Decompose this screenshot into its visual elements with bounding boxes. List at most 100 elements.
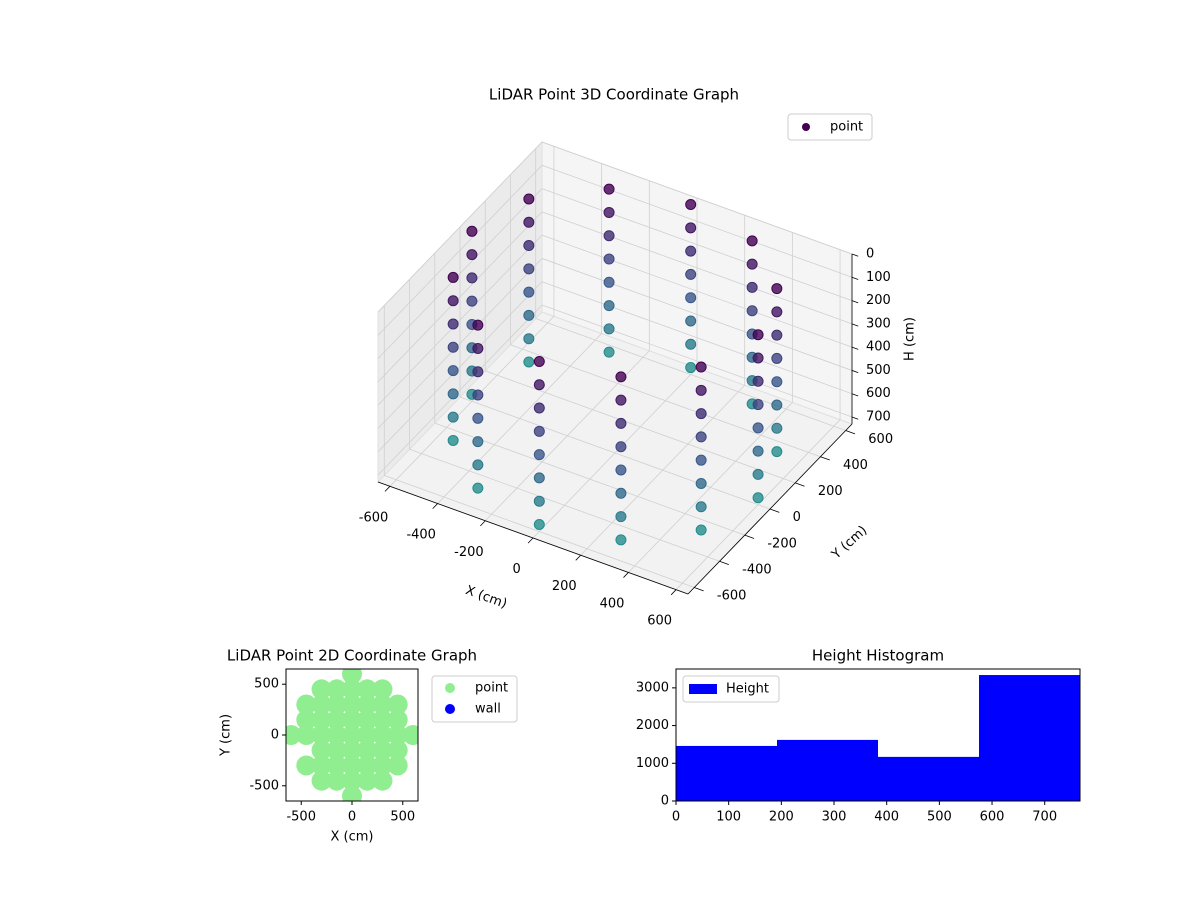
- x-tick-label: 400: [874, 810, 899, 825]
- data-point: [342, 709, 362, 730]
- data-point: [342, 679, 362, 700]
- x-tick-label: -200: [454, 545, 484, 560]
- data-point: [447, 388, 459, 400]
- grid-line: [541, 304, 853, 418]
- tick-mark: [845, 430, 856, 435]
- data-point: [533, 355, 545, 367]
- data-point: [296, 725, 317, 745]
- z-tick-label: 200: [866, 293, 891, 308]
- histogram-bar: [676, 745, 777, 801]
- data-point: [746, 235, 758, 247]
- data-point: [311, 709, 332, 730]
- data-point: [771, 376, 783, 388]
- data-point: [533, 402, 545, 414]
- data-point: [447, 434, 459, 446]
- data-point: [695, 477, 707, 489]
- tick-mark: [851, 416, 859, 420]
- tick-mark: [527, 537, 534, 544]
- y-axis-label: Y (cm): [828, 523, 870, 563]
- x-tick-label: 300: [822, 810, 847, 825]
- data-point: [357, 694, 378, 715]
- data-point: [472, 412, 484, 424]
- y-tick-label: 2000: [636, 718, 669, 733]
- data-point: [752, 329, 764, 341]
- data-point: [342, 740, 362, 761]
- data-point: [342, 785, 362, 801]
- y-tick-label: -400: [742, 563, 772, 578]
- y-axis-line: [687, 423, 853, 595]
- data-point: [472, 366, 484, 378]
- data-point: [523, 333, 535, 345]
- data-point: [771, 399, 783, 411]
- data-point: [387, 694, 408, 715]
- grid-line: [377, 165, 543, 336]
- x-tick-label: 200: [552, 579, 577, 594]
- data-point: [685, 315, 697, 327]
- grid-line: [541, 234, 853, 348]
- z-tick-label: 600: [866, 386, 891, 401]
- data-point: [372, 725, 393, 745]
- tick-mark: [744, 534, 755, 539]
- axes-frame: [675, 668, 1081, 802]
- data-point: [752, 492, 764, 504]
- data-point: [447, 318, 459, 330]
- legend-label: point: [830, 120, 863, 135]
- grid-line: [377, 304, 543, 476]
- data-point: [342, 725, 362, 745]
- x-axis-label: X (cm): [463, 583, 509, 612]
- z-tick-label: 400: [866, 340, 891, 355]
- data-point: [523, 309, 535, 321]
- data-point: [533, 425, 545, 437]
- data-point: [523, 240, 535, 252]
- data-point: [695, 524, 707, 536]
- tick-mark: [820, 456, 830, 461]
- data-point: [615, 394, 627, 406]
- data-point: [342, 755, 362, 776]
- legend-box: [682, 675, 780, 703]
- data-point: [372, 709, 393, 730]
- data-point: [771, 329, 783, 341]
- data-point: [372, 740, 393, 761]
- data-point: [326, 770, 347, 791]
- x-tick-label: 700: [1032, 810, 1057, 825]
- tick-mark: [769, 508, 780, 513]
- data-point: [472, 319, 484, 331]
- data-point: [402, 725, 418, 745]
- data-point: [695, 431, 707, 443]
- legend-marker: [802, 123, 810, 131]
- data-point: [447, 271, 459, 283]
- legend-marker: [445, 683, 455, 693]
- x-tick-label: 400: [600, 596, 625, 611]
- data-point: [603, 183, 615, 195]
- data-point: [466, 249, 478, 261]
- data-point: [603, 323, 615, 335]
- tick-mark: [851, 346, 859, 350]
- chart-title: LiDAR Point 2D Coordinate Graph: [227, 647, 477, 665]
- data-point: [311, 755, 332, 776]
- data-point: [286, 725, 302, 745]
- data-point: [326, 725, 347, 745]
- data-point: [603, 253, 615, 265]
- grid-line: [541, 141, 853, 255]
- tick-mark: [384, 486, 391, 492]
- data-point: [326, 755, 347, 776]
- z-tick-label: 700: [866, 410, 891, 425]
- grid-line: [377, 141, 543, 313]
- x-axis-line: [377, 481, 689, 595]
- x-tick-label: 600: [980, 810, 1005, 825]
- data-point: [387, 755, 408, 776]
- data-point: [523, 356, 535, 368]
- grid-line: [459, 396, 771, 510]
- data-point: [466, 225, 478, 237]
- tick-mark: [719, 560, 729, 566]
- data-point: [603, 206, 615, 218]
- data-point: [311, 725, 332, 745]
- tick-mark: [851, 253, 859, 257]
- y-tick-label: 0: [793, 510, 801, 525]
- data-point: [372, 679, 393, 700]
- data-point: [326, 694, 347, 715]
- data-point: [447, 295, 459, 307]
- data-point: [615, 487, 627, 499]
- data-point: [695, 408, 707, 420]
